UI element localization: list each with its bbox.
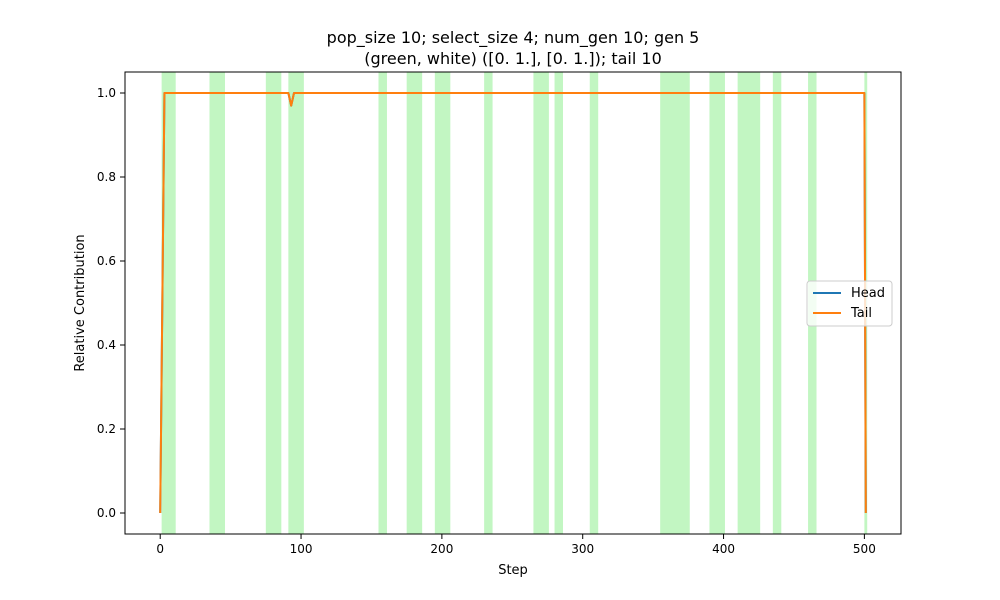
y-axis-label: Relative Contribution	[73, 234, 88, 371]
highlight-span-14	[772, 72, 782, 534]
y-tick-label-2: 0.4	[97, 338, 116, 352]
highlight-span-0	[161, 72, 176, 534]
series-lines	[159, 92, 867, 514]
y-tick-label-0: 0.0	[97, 506, 116, 520]
x-axis-label: Step	[498, 563, 528, 578]
highlight-span-6	[434, 72, 451, 534]
y-tick-label-4: 0.8	[97, 170, 116, 184]
x-tick-label-400: 400	[712, 542, 735, 556]
highlight-span-2	[265, 72, 282, 534]
highlight-span-8	[533, 72, 549, 534]
highlight-span-9	[554, 72, 563, 534]
x-tick-label-0: 0	[156, 542, 164, 556]
highlight-span-10	[589, 72, 599, 534]
plot-frame	[124, 71, 902, 535]
highlight-span-3	[288, 72, 304, 534]
highlight-span-5	[406, 72, 423, 534]
highlight-span-11	[660, 72, 690, 534]
x-tick-label-200: 200	[430, 542, 453, 556]
y-tick-label-3: 0.6	[97, 254, 116, 268]
x-tick-label-100: 100	[290, 542, 313, 556]
y-tick-label-1: 0.2	[97, 422, 116, 436]
chart-title-line1: pop_size 10; select_size 4; num_gen 10; …	[327, 28, 700, 48]
legend-label-tail: Tail	[850, 306, 872, 321]
legend: Head Tail	[806, 280, 893, 327]
chart-title-line2: (green, white) ([0. 1.], [0. 1.]); tail …	[364, 49, 662, 68]
legend-label-head: Head	[851, 286, 885, 301]
highlight-span-13	[737, 72, 761, 534]
x-tick-label-300: 300	[571, 542, 594, 556]
y-tick-label-5: 1.0	[97, 86, 116, 100]
series-line-tail	[159, 92, 867, 514]
highlight-span-4	[378, 72, 387, 534]
highlight-span-1	[209, 72, 225, 534]
highlight-span-7	[484, 72, 493, 534]
y-axis-ticks: 0.0 0.2 0.4 0.6 0.8 1.0	[97, 86, 125, 520]
x-tick-label-500: 500	[853, 542, 876, 556]
highlight-span-12	[709, 72, 725, 534]
x-axis-ticks: 0 100 200 300 400 500	[156, 534, 876, 556]
